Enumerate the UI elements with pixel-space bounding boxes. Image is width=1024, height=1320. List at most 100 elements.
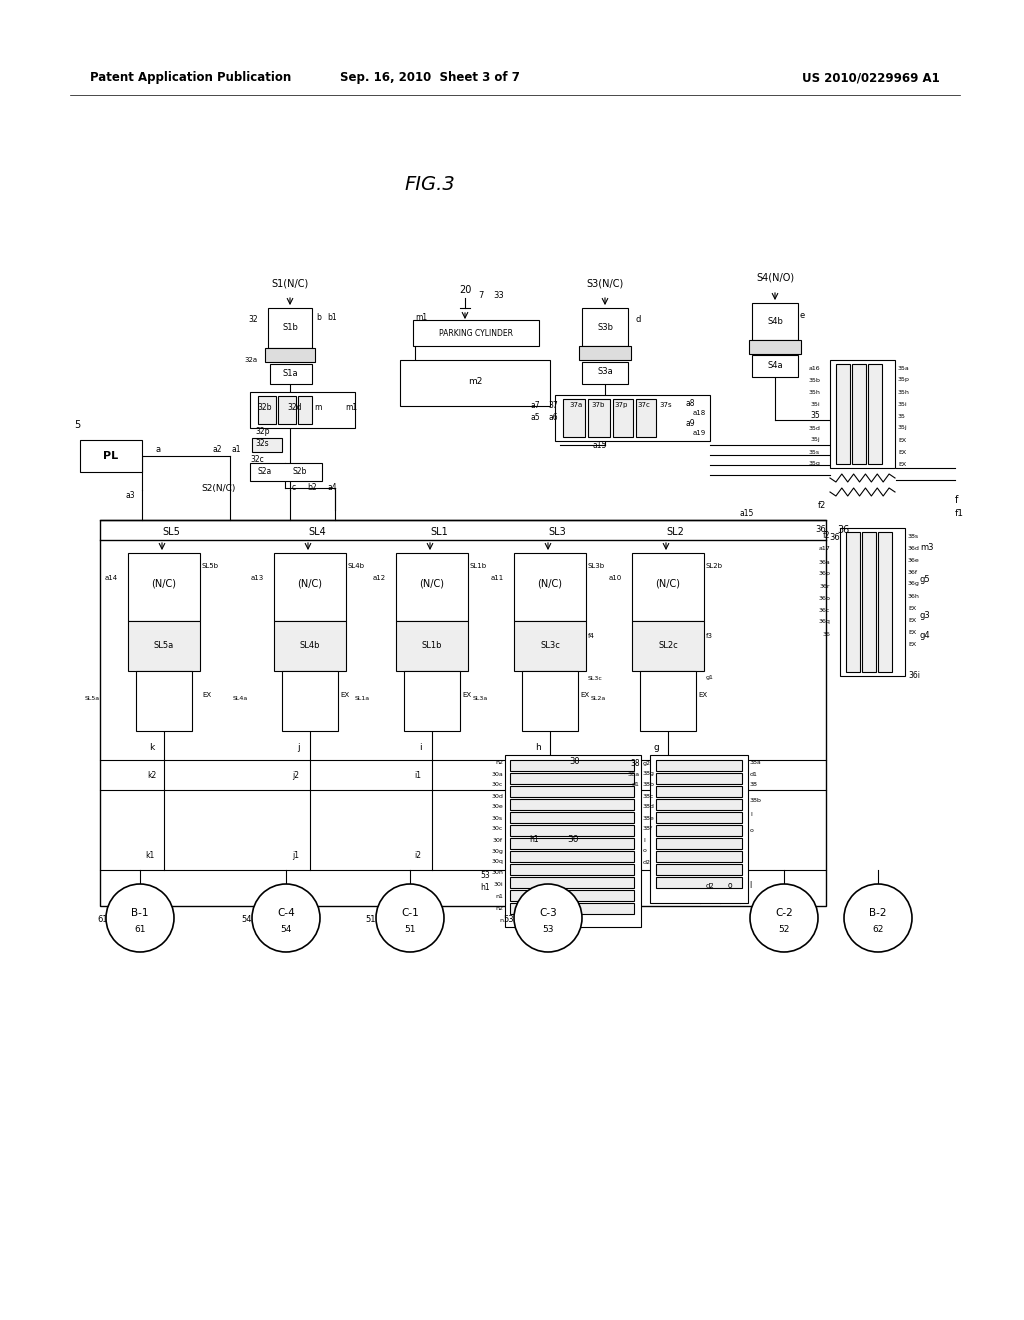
Text: 35h: 35h — [808, 389, 820, 395]
Text: g1: g1 — [706, 676, 714, 681]
Text: 35a: 35a — [898, 366, 909, 371]
Text: 38: 38 — [631, 759, 640, 767]
Bar — [396, 620, 468, 671]
Text: f1: f1 — [955, 510, 964, 519]
Bar — [749, 341, 801, 354]
Text: 30c: 30c — [492, 783, 503, 788]
Bar — [852, 364, 866, 465]
Bar — [510, 825, 634, 836]
Text: 32c: 32c — [250, 455, 264, 465]
Text: a: a — [155, 446, 160, 454]
Text: 35b: 35b — [808, 378, 820, 383]
Text: 32b: 32b — [258, 403, 272, 412]
Text: 35d: 35d — [808, 425, 820, 430]
Text: Sep. 16, 2010  Sheet 3 of 7: Sep. 16, 2010 Sheet 3 of 7 — [340, 71, 520, 84]
Text: n: n — [499, 917, 503, 923]
Text: m2: m2 — [468, 378, 482, 387]
Text: g4: g4 — [920, 631, 931, 640]
Text: 32s: 32s — [255, 440, 268, 449]
Text: 51: 51 — [366, 916, 376, 924]
Text: 38b: 38b — [643, 783, 655, 788]
Text: 36: 36 — [822, 631, 830, 636]
Text: f: f — [955, 495, 958, 506]
Text: C-3: C-3 — [539, 908, 557, 917]
Bar — [282, 671, 338, 731]
Text: i1: i1 — [415, 771, 422, 780]
Text: EX: EX — [698, 692, 708, 698]
Text: PL: PL — [103, 451, 119, 461]
Bar — [836, 364, 850, 465]
Text: a6: a6 — [548, 413, 558, 422]
Bar — [252, 438, 282, 451]
Bar — [613, 399, 633, 437]
Text: l: l — [643, 837, 645, 842]
Text: SL5a: SL5a — [85, 696, 100, 701]
Text: 30s: 30s — [492, 816, 503, 821]
Text: j: j — [297, 743, 299, 752]
Text: B-2: B-2 — [869, 908, 887, 917]
Text: n2: n2 — [495, 906, 503, 911]
Text: m: m — [314, 403, 322, 412]
Bar — [582, 362, 628, 384]
Text: 54: 54 — [242, 916, 252, 924]
Text: f4: f4 — [588, 634, 595, 639]
Text: i: i — [419, 743, 421, 752]
Bar — [510, 774, 634, 784]
Text: a15: a15 — [740, 508, 755, 517]
Bar — [656, 760, 742, 771]
Text: o: o — [643, 849, 647, 854]
Text: EX: EX — [908, 642, 916, 647]
Text: d1: d1 — [750, 771, 758, 776]
Text: 7: 7 — [478, 290, 483, 300]
Text: SL5a: SL5a — [154, 642, 174, 651]
Text: S3(N/C): S3(N/C) — [587, 279, 624, 288]
Text: 38d: 38d — [643, 804, 655, 809]
Text: a17: a17 — [818, 545, 830, 550]
Text: 35i: 35i — [810, 401, 820, 407]
Text: 33: 33 — [493, 290, 504, 300]
Text: EX: EX — [580, 692, 589, 698]
Text: l: l — [749, 882, 752, 891]
Text: SL1a: SL1a — [355, 696, 370, 701]
Text: SL4b: SL4b — [300, 642, 321, 651]
Circle shape — [106, 884, 174, 952]
Bar — [510, 903, 634, 913]
Text: 35: 35 — [898, 413, 906, 418]
Text: EX: EX — [908, 618, 916, 623]
Circle shape — [514, 884, 582, 952]
Text: SL5: SL5 — [162, 527, 180, 537]
Text: EX: EX — [898, 450, 906, 454]
Text: 32: 32 — [249, 315, 258, 325]
Text: SL3b: SL3b — [588, 564, 605, 569]
Bar — [510, 799, 634, 810]
Bar — [656, 812, 742, 822]
Bar — [830, 360, 895, 469]
Text: 53: 53 — [504, 916, 514, 924]
Bar — [862, 532, 876, 672]
Text: 35g: 35g — [808, 462, 820, 466]
Text: 38g: 38g — [643, 771, 655, 776]
Bar — [400, 360, 550, 407]
Bar — [274, 620, 346, 671]
Text: 37s: 37s — [659, 403, 673, 408]
Text: SL4: SL4 — [308, 527, 326, 537]
Text: d2: d2 — [643, 859, 651, 865]
Text: 30a: 30a — [492, 771, 503, 776]
Text: (N/C): (N/C) — [655, 579, 681, 589]
Bar — [656, 825, 742, 836]
Text: h: h — [536, 743, 541, 752]
Text: c: c — [292, 483, 296, 492]
Text: FIG.3: FIG.3 — [404, 176, 456, 194]
Bar — [510, 760, 634, 771]
Bar — [650, 755, 748, 903]
Text: 36b: 36b — [818, 595, 830, 601]
Bar — [636, 399, 656, 437]
Text: S3a: S3a — [597, 367, 613, 376]
Text: 35j: 35j — [810, 437, 820, 442]
Bar — [510, 876, 634, 888]
Text: a9: a9 — [685, 418, 694, 428]
Text: a3: a3 — [125, 491, 135, 499]
Bar — [100, 520, 826, 906]
Text: 36g: 36g — [908, 582, 920, 586]
Text: EX: EX — [908, 630, 916, 635]
